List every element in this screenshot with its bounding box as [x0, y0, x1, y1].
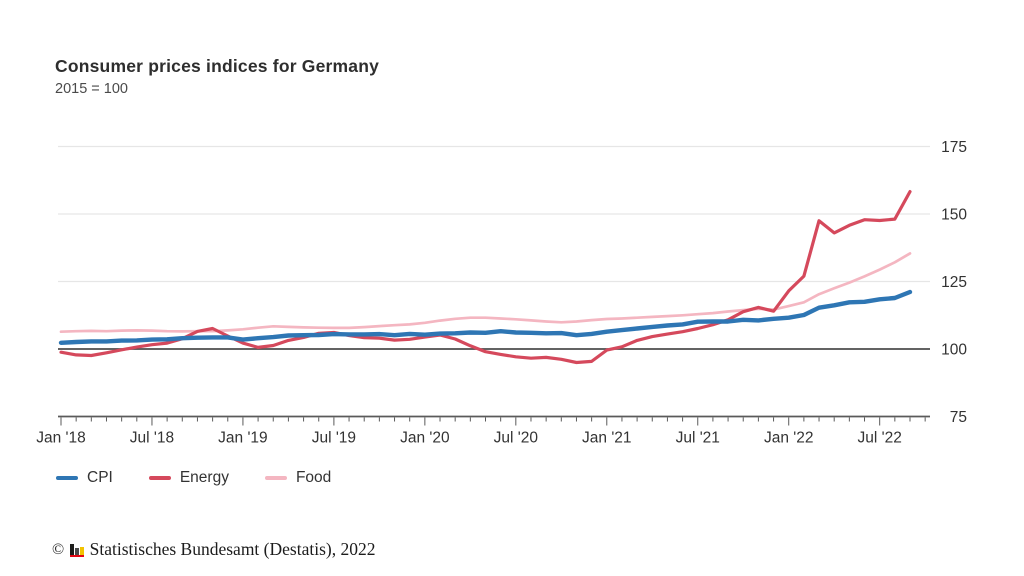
y-tick-label: 100	[941, 342, 967, 359]
legend-item-cpi[interactable]: CPI	[56, 469, 113, 487]
legend-item-food[interactable]: Food	[264, 469, 332, 487]
energy-line-swatch-icon	[148, 476, 171, 480]
source-text: Statistisches Bundesamt (Destatis), 2022	[89, 539, 376, 559]
legend-label-cpi: CPI	[87, 469, 113, 486]
x-tick-label: Jan '22	[764, 430, 814, 447]
y-tick-label: 175	[941, 139, 967, 156]
legend-item-energy[interactable]: Energy	[148, 469, 229, 487]
x-tick-label: Jul '22	[858, 430, 902, 447]
x-tick-label: Jul '19	[312, 430, 356, 447]
y-axis-labels: 75 100 125 150 175	[941, 139, 967, 426]
x-tick-label: Jul '20	[494, 430, 539, 447]
legend-label-food: Food	[295, 469, 332, 486]
x-axis	[58, 415, 930, 426]
page-title: Consumer prices indices for Germany	[55, 56, 380, 76]
price-indices-chart: 75 100 125 150 175 Jan '18 Jul '18 Jan '19 Jul '…	[36, 139, 967, 447]
y-tick-label: 125	[941, 274, 967, 291]
chart-legend: CPI Energy Food	[56, 469, 331, 487]
cpi-line-swatch-icon	[56, 476, 78, 480]
x-tick-label: Jul '18	[130, 430, 174, 447]
series-lines	[58, 190, 913, 365]
destatis-bar-chart-logo-icon	[70, 542, 84, 557]
cpi-line	[58, 289, 913, 345]
page-subtitle: 2015 = 100	[55, 81, 128, 97]
legend-label-energy: Energy	[179, 469, 229, 486]
copyright-icon: ©	[52, 540, 65, 558]
x-tick-label: Jan '21	[582, 430, 632, 447]
x-tick-label: Jan '18	[36, 430, 86, 447]
x-tick-label: Jan '19	[218, 430, 268, 447]
energy-line	[59, 190, 912, 365]
y-tick-label: 75	[950, 409, 967, 426]
y-tick-label: 150	[941, 207, 967, 224]
gridlines	[58, 145, 930, 350]
x-axis-labels: Jan '18 Jul '18 Jan '19 Jul '19 Jan '20 Jul '…	[36, 430, 902, 447]
x-tick-label: Jul '21	[676, 430, 720, 447]
copyright-line: © Statistisches Bundesamt (Destatis), 20…	[52, 539, 375, 560]
food-line-swatch-icon	[264, 476, 287, 480]
x-tick-label: Jan '20	[400, 430, 450, 447]
